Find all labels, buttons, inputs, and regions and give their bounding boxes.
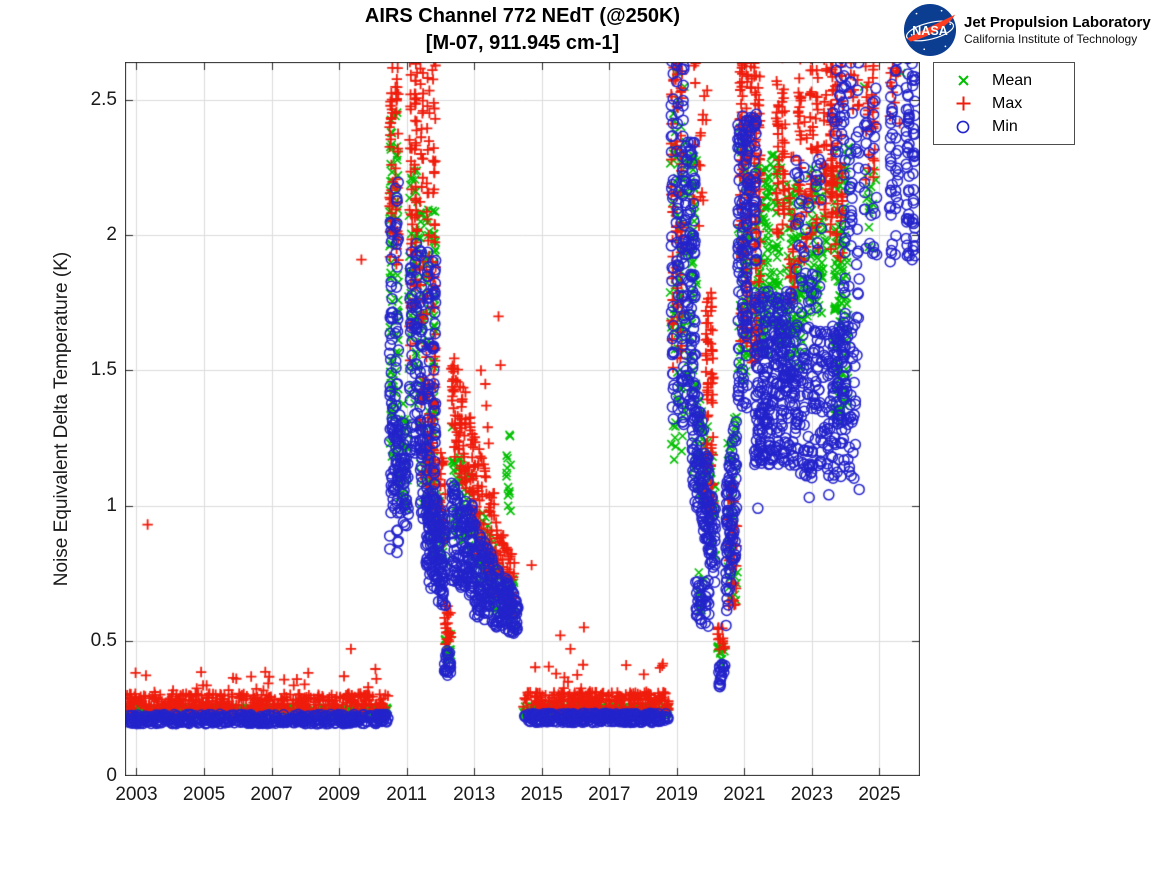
y-tick-label: 2.5 — [90, 89, 117, 111]
x-tick-label: 2009 — [317, 784, 361, 805]
legend: Mean Max Min — [933, 62, 1075, 145]
legend-label-mean: Mean — [992, 71, 1033, 89]
branding: NASA Jet Propulsion Laboratory Californi… — [903, 3, 1151, 57]
y-tick-label: 1 — [106, 494, 117, 516]
x-tick-label: 2005 — [182, 784, 226, 805]
y-tick-label: 1.5 — [90, 359, 117, 381]
y-tick-label: 0.5 — [90, 629, 117, 651]
nasa-logo-icon: NASA — [903, 3, 957, 57]
y-tick-label: 2 — [106, 224, 117, 246]
brand-subtitle: California Institute of Technology — [964, 32, 1138, 46]
legend-entry-mean: Mean — [934, 69, 1074, 92]
x-tick-label: 2023 — [790, 784, 834, 805]
min-marker-icon — [934, 119, 992, 135]
brand-name: Jet Propulsion Laboratory — [964, 14, 1151, 31]
y-axis-title: Noise Equivalent Delta Temperature (K) — [51, 251, 72, 587]
x-tick-label: 2019 — [655, 784, 698, 805]
max-marker-icon — [934, 95, 992, 112]
x-tick-label: 2025 — [858, 784, 901, 805]
legend-label-min: Min — [992, 117, 1018, 135]
brand-text: Jet Propulsion Laboratory California Ins… — [964, 14, 1151, 46]
legend-label-max: Max — [992, 94, 1023, 112]
x-tick-label: 2017 — [588, 784, 631, 805]
x-tick-label: 2003 — [115, 784, 158, 805]
legend-entry-min: Min — [934, 115, 1074, 138]
legend-entry-max: Max — [934, 92, 1074, 115]
nasa-logo-text: NASA — [912, 24, 947, 38]
x-tick-label: 2013 — [453, 784, 496, 805]
x-tick-label: 2007 — [250, 784, 293, 805]
chart-title: AIRS Channel 772 NEdT (@250K) — [364, 5, 681, 27]
plot-canvas — [125, 62, 920, 776]
x-tick-label: 2021 — [723, 784, 766, 805]
mean-marker-icon — [934, 73, 992, 88]
x-tick-label: 2011 — [386, 784, 428, 805]
chart-subtitle: [M-07, 911.945 cm-1] — [425, 32, 620, 54]
x-tick-label: 2015 — [520, 784, 563, 805]
y-tick-label: 0 — [106, 765, 117, 786]
